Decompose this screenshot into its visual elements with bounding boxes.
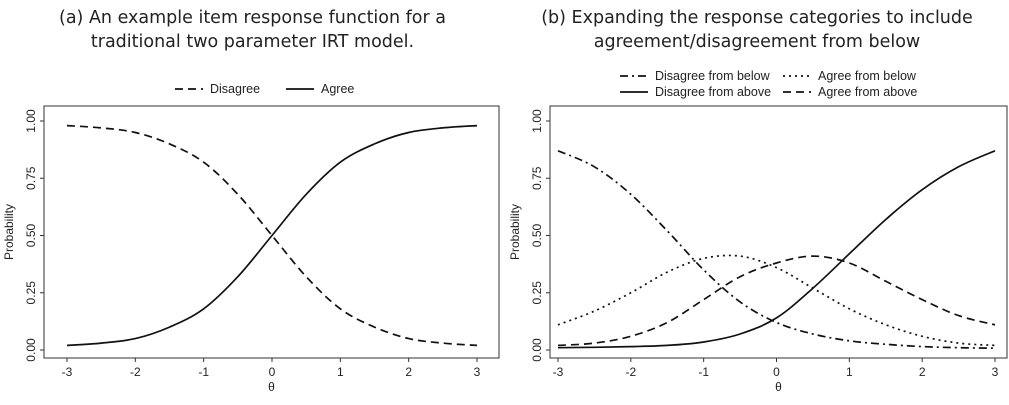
x-tick-label: -2 <box>625 365 636 379</box>
x-tick-label: 0 <box>773 365 780 379</box>
caption-b: (b) Expanding the response categories to… <box>505 6 1009 54</box>
plot-border <box>43 105 500 359</box>
series-line <box>557 150 996 349</box>
y-tick-label: 0.50 <box>530 223 544 247</box>
caption-a: (a) An example item response function fo… <box>0 6 505 54</box>
caption-a-line-1: (a) An example item response function fo… <box>59 8 446 28</box>
x-tick-label: -3 <box>62 365 73 379</box>
legend-label: Disagree from below <box>655 69 771 83</box>
legend-label: Disagree from above <box>655 85 771 99</box>
panel-b: (b) Expanding the response categories to… <box>505 0 1009 405</box>
x-tick-label: 2 <box>405 365 412 379</box>
x-tick-label: -3 <box>553 365 564 379</box>
x-axis-label: θ <box>268 380 275 394</box>
x-tick-label: 3 <box>992 365 999 379</box>
series-line <box>66 124 478 347</box>
legend-label: Agree from above <box>818 85 917 99</box>
y-tick-label: 0.75 <box>24 166 38 190</box>
x-tick-label: 0 <box>269 365 276 379</box>
y-tick-label: 1.00 <box>24 109 38 133</box>
y-tick-label: 0.75 <box>530 166 544 190</box>
y-tick-label: 1.00 <box>530 109 544 133</box>
series-line <box>557 254 996 347</box>
chart-a: -3 -2 -1 0 1 2 3 0.00 0.25 0.50 0.75 1.00 θ Probabili… <box>2 82 500 394</box>
y-tick-label: 0.25 <box>24 281 38 305</box>
caption-b-line-2: agreement/disagreement from below <box>593 32 921 52</box>
legend-label: Agree <box>321 82 354 96</box>
x-tick-label: 1 <box>337 365 344 379</box>
plot-border <box>549 105 1008 359</box>
y-tick-label: 0.00 <box>24 338 38 362</box>
x-tick-label: 1 <box>846 365 853 379</box>
chart-b: -3 -2 -1 0 1 2 3 0.00 0.25 0.50 0.75 1.00 θ Probabili… <box>508 69 1008 394</box>
x-tick-label: -2 <box>130 365 141 379</box>
caption-a-line-2: traditional two parameter IRT model. <box>90 32 415 52</box>
panel-a: (a) An example item response function fo… <box>0 6 505 394</box>
x-tick-label: -1 <box>198 365 209 379</box>
caption-b-line-1: (b) Expanding the response categories to… <box>541 8 973 28</box>
y-tick-label: 0.25 <box>530 281 544 305</box>
y-axis-label: Probability <box>508 204 522 260</box>
series-line <box>557 255 996 347</box>
x-axis-label: θ <box>775 380 782 394</box>
series-line <box>557 150 996 350</box>
x-tick-label: 2 <box>919 365 926 379</box>
y-tick-label: 0.00 <box>530 338 544 362</box>
x-tick-label: -1 <box>698 365 709 379</box>
y-axis-label: Probability <box>2 204 16 260</box>
series-line <box>66 124 478 347</box>
x-tick-label: 3 <box>474 365 481 379</box>
y-tick-label: 0.50 <box>24 223 38 247</box>
legend-label: Disagree <box>210 82 260 96</box>
legend-label: Agree from below <box>818 69 917 83</box>
